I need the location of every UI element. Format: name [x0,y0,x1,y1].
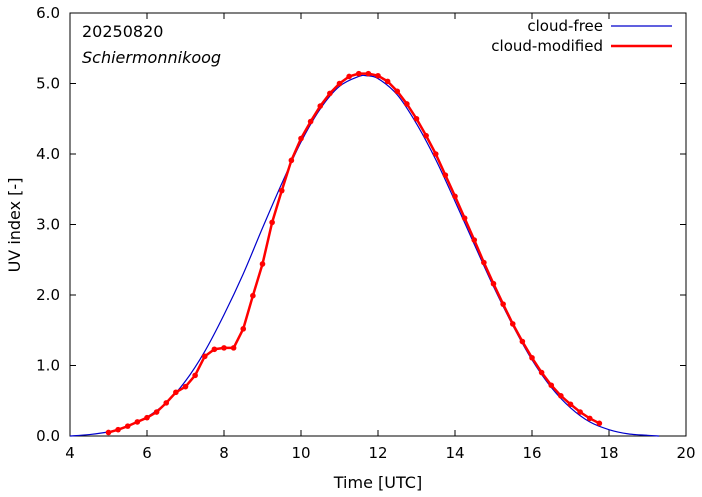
data-point-cloud-modified [307,118,314,125]
legend: cloud-free cloud-modified [491,17,672,55]
y-tick-label: 6.0 [36,4,60,22]
series-line-cloud-modified [108,72,600,434]
data-point-cloud-modified [269,219,275,226]
data-point-cloud-modified [394,88,401,95]
data-point-cloud-modified [461,215,468,221]
legend-label-cloud-modified: cloud-modified [491,37,603,55]
data-point-cloud-modified [105,429,112,436]
data-point-cloud-modified [288,157,295,164]
data-point-cloud-modified [548,382,555,389]
data-point-cloud-modified [182,383,189,390]
data-point-cloud-modified [346,73,352,80]
data-point-cloud-modified [163,400,170,406]
data-point-cloud-modified [596,420,603,427]
location-annotation: Schiermonnikoog [82,48,221,67]
x-tick-label: 8 [219,444,229,462]
data-point-cloud-modified [423,132,429,139]
x-tick-label: 14 [445,444,464,462]
date-annotation: 20250820 [82,22,163,41]
data-point-cloud-modified [490,280,497,287]
data-point-cloud-modified [538,369,545,376]
x-tick-label: 16 [522,444,541,462]
data-point-cloud-modified [577,409,583,415]
data-point-cloud-modified [586,415,593,422]
y-axis-label: UV index [-] [5,178,24,273]
data-point-cloud-modified [519,338,526,345]
data-point-cloud-modified [211,346,218,353]
data-point-cloud-modified [134,419,141,425]
data-point-cloud-modified [365,70,372,77]
data-point-cloud-modified [452,193,458,200]
series-layer [69,70,660,437]
data-point-cloud-modified [317,103,324,109]
data-point-cloud-modified [240,326,247,332]
x-axis-label: Time [UTC] [333,473,422,492]
data-point-cloud-modified [500,301,506,307]
data-point-cloud-modified [413,115,420,122]
x-tick-label: 4 [65,444,75,462]
data-point-cloud-modified [558,393,564,399]
x-tick-label: 12 [368,444,387,462]
data-point-cloud-modified [201,353,208,360]
data-point-cloud-modified [230,345,237,351]
data-point-cloud-modified [250,292,256,299]
data-point-cloud-modified [327,90,333,97]
y-tick-label: 3.0 [36,216,60,234]
series-line-cloud-free [69,74,660,437]
data-point-cloud-modified [278,187,285,194]
x-tick-label: 6 [142,444,152,462]
data-point-cloud-modified [153,409,160,415]
x-tick-label: 20 [676,444,695,462]
x-tick-label: 18 [599,444,618,462]
data-point-cloud-modified [192,372,198,379]
y-tick-label: 1.0 [36,357,60,375]
data-point-cloud-modified [404,101,410,107]
data-point-cloud-modified [221,345,227,351]
data-point-cloud-modified [509,321,516,327]
y-tick-label: 5.0 [36,75,60,93]
data-point-cloud-modified [471,237,478,243]
data-point-cloud-modified [259,261,266,267]
data-point-cloud-modified [375,72,381,79]
data-point-cloud-modified [567,401,574,408]
data-point-cloud-modified [442,172,449,178]
data-point-cloud-modified [432,151,439,157]
x-tick-label: 10 [291,444,310,462]
data-point-cloud-modified [115,426,121,433]
data-point-cloud-modified [173,389,179,396]
data-point-cloud-modified [144,414,150,421]
data-point-cloud-modified [336,80,343,87]
data-point-cloud-modified [298,135,304,142]
data-point-cloud-modified [481,259,487,266]
y-tick-label: 4.0 [36,145,60,163]
data-point-cloud-modified [124,423,131,429]
y-tick-label: 2.0 [36,286,60,304]
data-point-cloud-modified [355,70,362,77]
legend-label-cloud-free: cloud-free [527,17,603,35]
data-point-cloud-modified [529,354,535,361]
axis-ticks: 4 6 8 10 12 14 16 18 20 0.0 1.0 2.0 3.0 4.0 5.0 6.0 [36,4,695,462]
data-point-cloud-modified [384,78,391,85]
y-tick-label: 0.0 [36,427,60,445]
